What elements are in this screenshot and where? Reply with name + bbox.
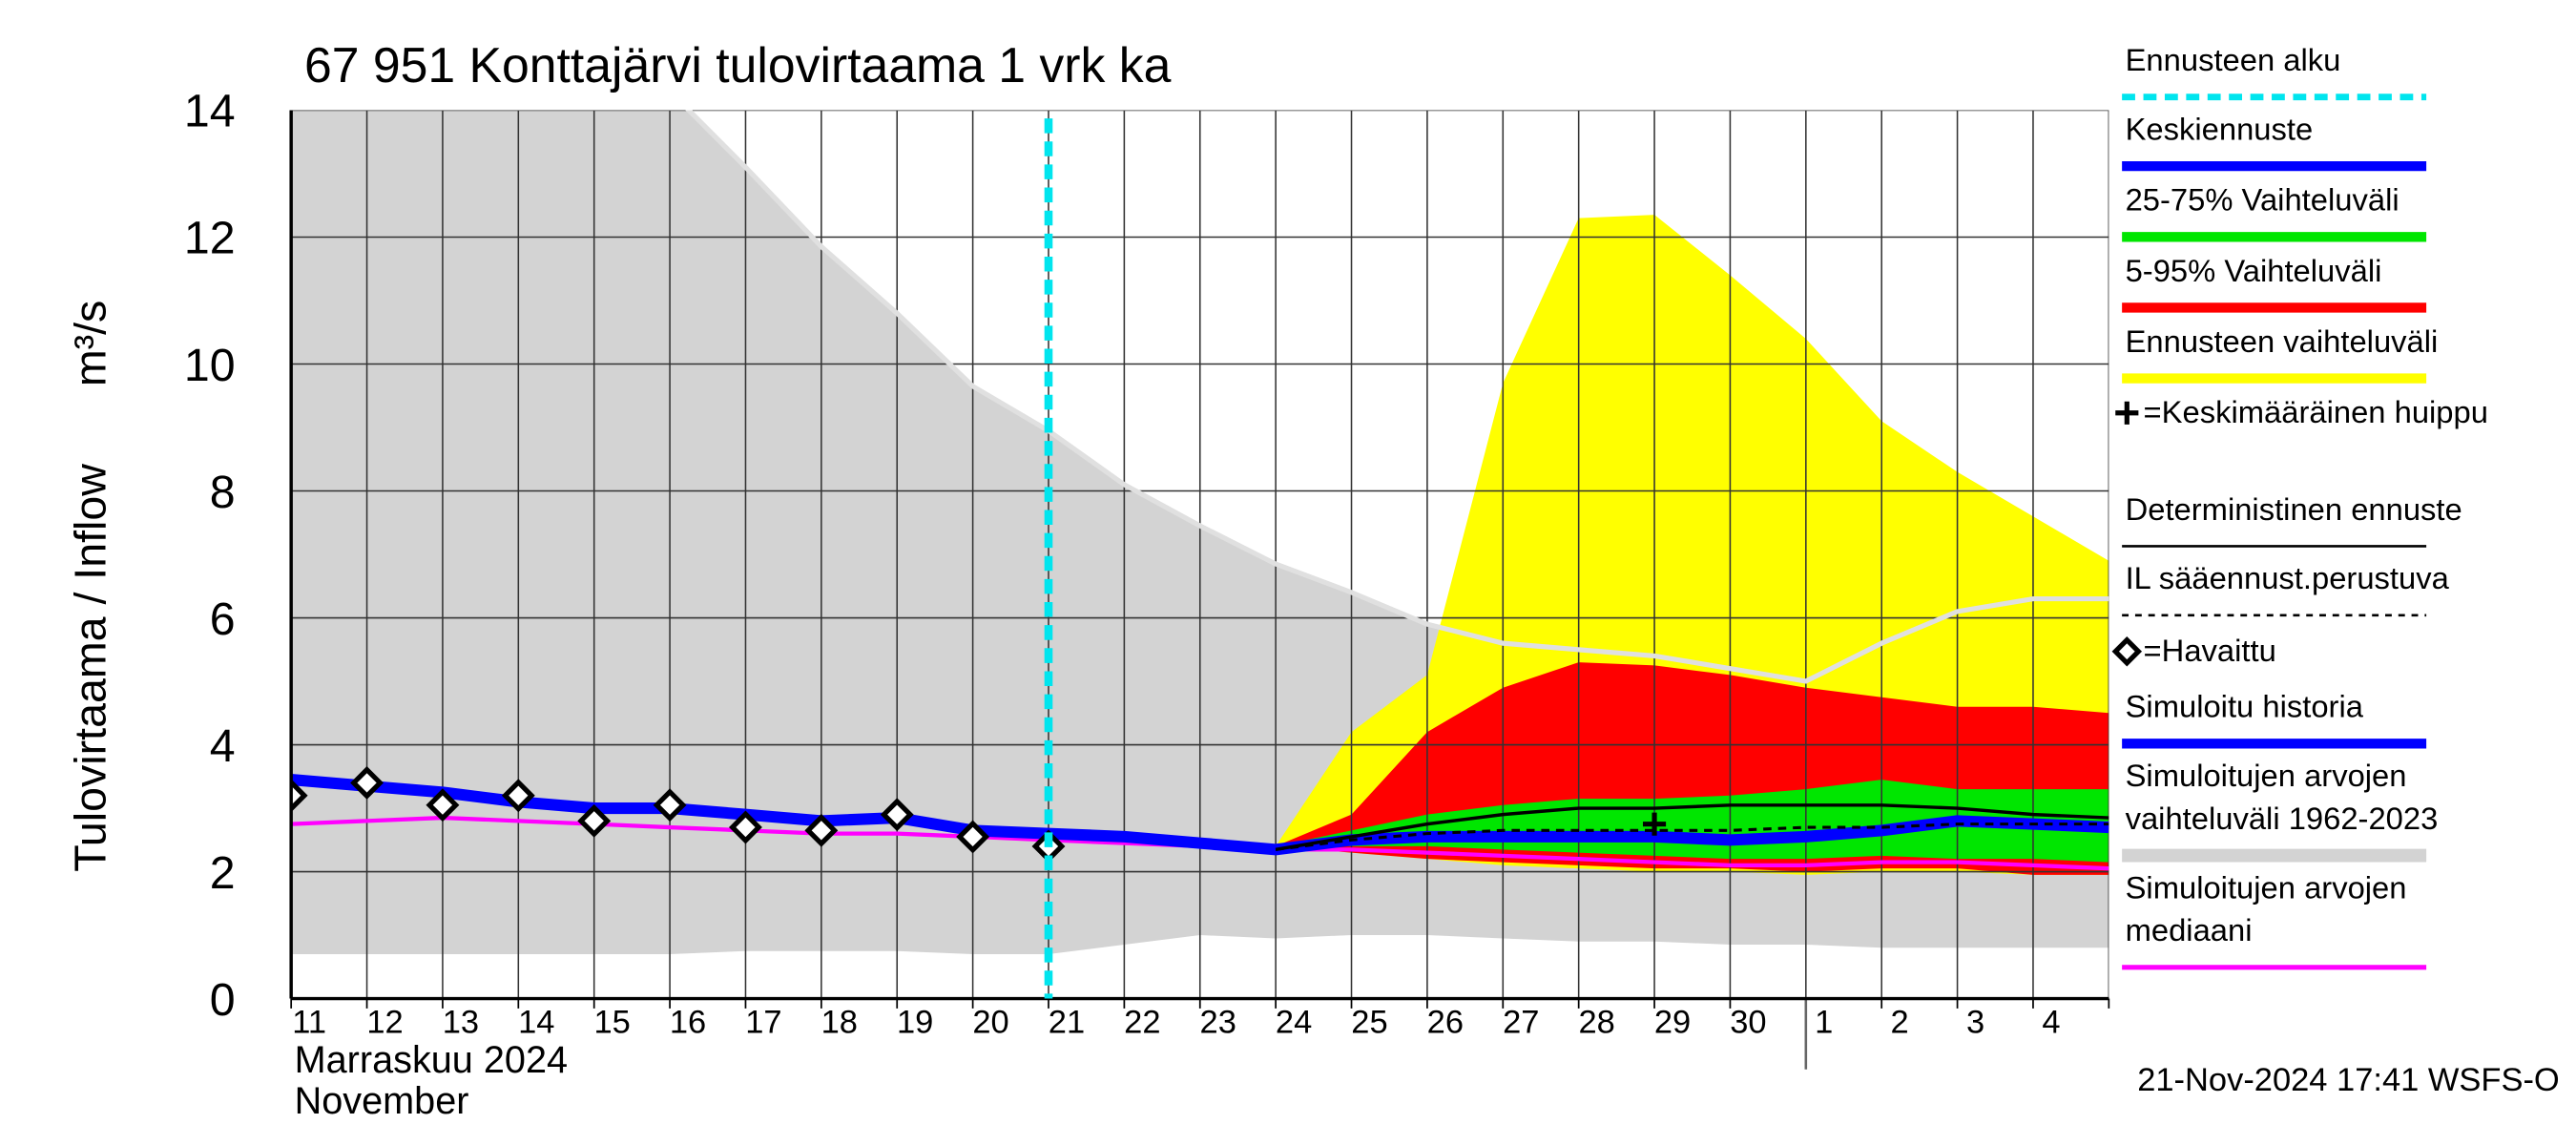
series-line (1275, 822, 2109, 851)
marker (880, 798, 914, 832)
x-tick-label: 26 (1427, 1005, 1464, 1041)
marker (729, 810, 762, 844)
x-tick-label: 18 (821, 1005, 858, 1041)
legend-label-line: Simuloitujen arvojen (2126, 869, 2407, 905)
y-tick-label: 10 (184, 340, 236, 391)
x-tick-label: 12 (366, 1005, 403, 1041)
marker (653, 788, 687, 822)
x-tick-label: 30 (1730, 1005, 1766, 1041)
x-tick-label: 27 (1503, 1005, 1539, 1041)
chart-title: 67 951 Konttajärvi tulovirtaama 1 vrk ka (304, 37, 1172, 93)
legend-label: Simuloitujen arvojen vaihteluväli 1962-20… (2126, 758, 2439, 836)
legend-label: Keskiennuste (2126, 112, 2314, 147)
x-tick-label: 1 (1815, 1005, 1833, 1041)
x-tick-label: 19 (897, 1005, 933, 1041)
legend-label: IL sääennust.perustuva (2126, 560, 2450, 595)
legend-label-line: Simuloitujen arvojen (2126, 758, 2407, 793)
x-tick-label: 13 (443, 1005, 479, 1041)
x-tick-label: 25 (1351, 1005, 1387, 1041)
legend-label: 25-75% Vaihteluväli (2126, 182, 2399, 218)
y-tick-label: 2 (210, 847, 236, 899)
legend-label: 5-95% Vaihteluväli (2126, 253, 2382, 288)
x-tick-label: 22 (1124, 1005, 1160, 1041)
x-axis-title: November (295, 1080, 469, 1122)
x-tick-label: 24 (1276, 1005, 1312, 1041)
y-axis-unit: m³/s (65, 301, 114, 386)
legend-label-line: Ennusteen vaihteluväli (2126, 323, 2439, 359)
y-tick-label: 6 (210, 593, 236, 645)
x-axis-title: Marraskuu 2024 (295, 1039, 568, 1081)
x-tick-label: 4 (2042, 1005, 2060, 1041)
x-tick-label: 21 (1049, 1005, 1085, 1041)
legend-label-line: =Keskimääräinen huippu (2144, 394, 2488, 429)
x-tick-label: 15 (593, 1005, 630, 1041)
legend-icon (2111, 636, 2143, 667)
y-tick-label: 4 (210, 720, 236, 772)
legend-label-line: Ennusteen alku (2126, 42, 2341, 77)
legend-label: Ennusteen alku (2126, 42, 2341, 77)
marker (804, 813, 839, 847)
x-tick-label: 14 (518, 1005, 554, 1041)
legend-icon (2115, 401, 2139, 425)
marker (501, 779, 535, 813)
legend-label-line: Deterministinen ennuste (2126, 491, 2462, 527)
legend-label-line: Simuloitu historia (2126, 689, 2364, 724)
legend-label-line: Keskiennuste (2126, 112, 2314, 147)
legend-label: Simuloitujen arvojen mediaani (2126, 869, 2407, 947)
legend-label-line: 5-95% Vaihteluväli (2126, 253, 2382, 288)
legend-label-line: IL sääennust.perustuva (2126, 560, 2450, 595)
legend-label: Deterministinen ennuste (2126, 491, 2462, 527)
legend-label: =Havaittu (2144, 633, 2276, 668)
marker (350, 765, 384, 800)
plot-area (291, 110, 2109, 999)
y-tick-label: 12 (184, 213, 236, 264)
legend-label-line: 25-75% Vaihteluväli (2126, 182, 2399, 218)
marker (956, 820, 990, 854)
x-tick-label: 28 (1578, 1005, 1614, 1041)
y-tick-label: 8 (210, 467, 236, 518)
marker (426, 788, 460, 822)
legend-label: Ennusteen vaihteluväli (2126, 323, 2439, 359)
x-tick-label: 17 (745, 1005, 781, 1041)
x-tick-label: 2 (1891, 1005, 1909, 1041)
x-tick-label: 3 (1966, 1005, 1984, 1041)
legend-label-line: mediaani (2126, 912, 2253, 947)
y-axis-title: Tulovirtaama / Inflow (65, 464, 114, 872)
series-line (1275, 803, 2109, 852)
x-tick-label: 11 (292, 1005, 326, 1041)
x-tick-label: 20 (972, 1005, 1008, 1041)
marker (291, 779, 308, 813)
x-tick-label: 23 (1200, 1005, 1236, 1041)
legend-label-line: =Havaittu (2144, 633, 2276, 668)
legend: Ennusteen alku Keskiennuste 25-75% Vaihtel… (2111, 42, 2488, 970)
x-tick-label: 29 (1654, 1005, 1691, 1041)
legend-label-line: vaihteluväli 1962-2023 (2126, 801, 2439, 836)
y-tick-label: 0 (210, 974, 236, 1026)
band-edge (685, 110, 2109, 684)
peak-marker (1642, 812, 1667, 836)
x-tick-label: 16 (670, 1005, 706, 1041)
legend-label: Simuloitu historia (2126, 689, 2364, 724)
marker (577, 803, 612, 838)
footer: 21-Nov-2024 17:41 WSFS-O (2137, 1062, 2560, 1098)
y-tick-label: 14 (184, 86, 236, 137)
legend-label: =Keskimääräinen huippu (2144, 394, 2488, 429)
